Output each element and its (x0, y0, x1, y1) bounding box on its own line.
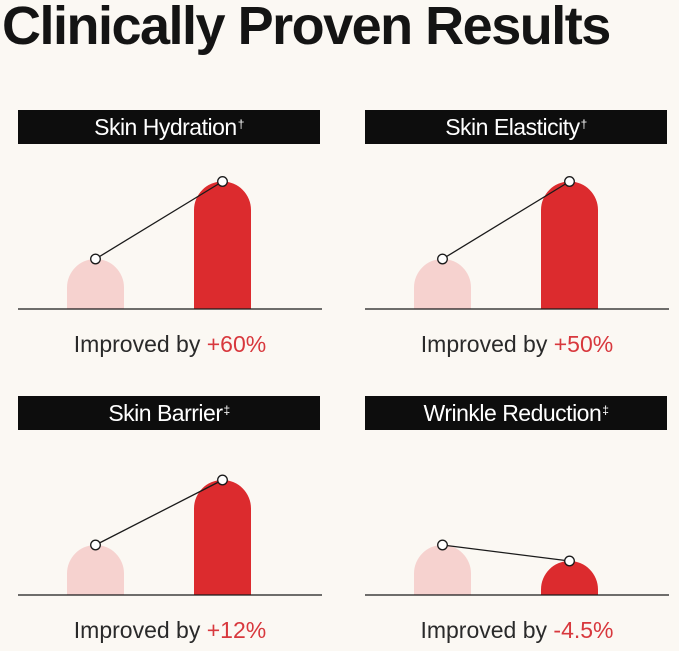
result-point (564, 176, 575, 187)
panel-title: Skin Elasticity (445, 113, 580, 140)
result-bar (541, 181, 598, 309)
panel-title: Skin Hydration (94, 113, 237, 140)
page-title: Clinically Proven Results (2, 0, 611, 56)
caption-value: +12% (206, 617, 267, 643)
result-bar (541, 561, 598, 595)
panel-skin-elasticity: Skin Elasticity † Improved by +50% (365, 110, 669, 360)
panel-title: Wrinkle Reduction (423, 399, 602, 426)
chart-skin-elasticity (365, 176, 669, 310)
panel-wrinkle-reduction: Wrinkle Reduction ‡ Improved by -4.5% (365, 396, 669, 646)
baseline-point (437, 253, 448, 265)
panel-header: Skin Elasticity † (365, 110, 667, 144)
caption-prefix: Improved by (73, 331, 201, 357)
trend-line (442, 544, 570, 562)
baseline-point (437, 539, 448, 551)
panel-caption: Improved by -4.5% (365, 617, 669, 644)
baseline-bar (414, 259, 471, 309)
trend-line (442, 180, 570, 260)
panel-skin-hydration: Skin Hydration † Improved by +60% (18, 110, 322, 360)
footnote-mark: ‡ (223, 403, 230, 417)
caption-value: +60% (206, 331, 267, 357)
panel-header: Wrinkle Reduction ‡ (365, 396, 667, 430)
footnote-mark: † (237, 117, 245, 131)
panel-caption: Improved by +12% (18, 617, 322, 644)
caption-prefix: Improved by (420, 617, 548, 643)
baseline-bar (414, 545, 471, 595)
trend-line (95, 479, 223, 546)
baseline-point (90, 539, 101, 551)
footnote-mark: † (580, 117, 588, 131)
panel-title: Skin Barrier (108, 399, 223, 426)
panel-caption: Improved by +50% (365, 331, 669, 358)
trend-line (95, 180, 223, 260)
caption-prefix: Improved by (73, 617, 201, 643)
result-point (217, 474, 228, 486)
baseline-point (90, 253, 101, 265)
panel-header: Skin Hydration † (18, 110, 320, 144)
baseline-bar (67, 545, 124, 595)
chart-skin-barrier (18, 474, 322, 596)
panel-skin-barrier: Skin Barrier ‡ Improved by +12% (18, 396, 322, 646)
caption-prefix: Improved by (420, 331, 548, 357)
result-point (217, 176, 228, 187)
caption-value: +50% (553, 331, 614, 357)
result-point (564, 555, 575, 567)
chart-wrinkle-reduction (365, 539, 669, 596)
result-bar (194, 480, 252, 595)
panel-caption: Improved by +60% (18, 331, 322, 358)
caption-value: -4.5% (553, 617, 614, 643)
baseline-bar (67, 259, 124, 309)
footnote-mark: ‡ (602, 403, 609, 417)
panel-header: Skin Barrier ‡ (18, 396, 320, 430)
chart-skin-hydration (18, 176, 322, 310)
result-bar (194, 181, 252, 309)
